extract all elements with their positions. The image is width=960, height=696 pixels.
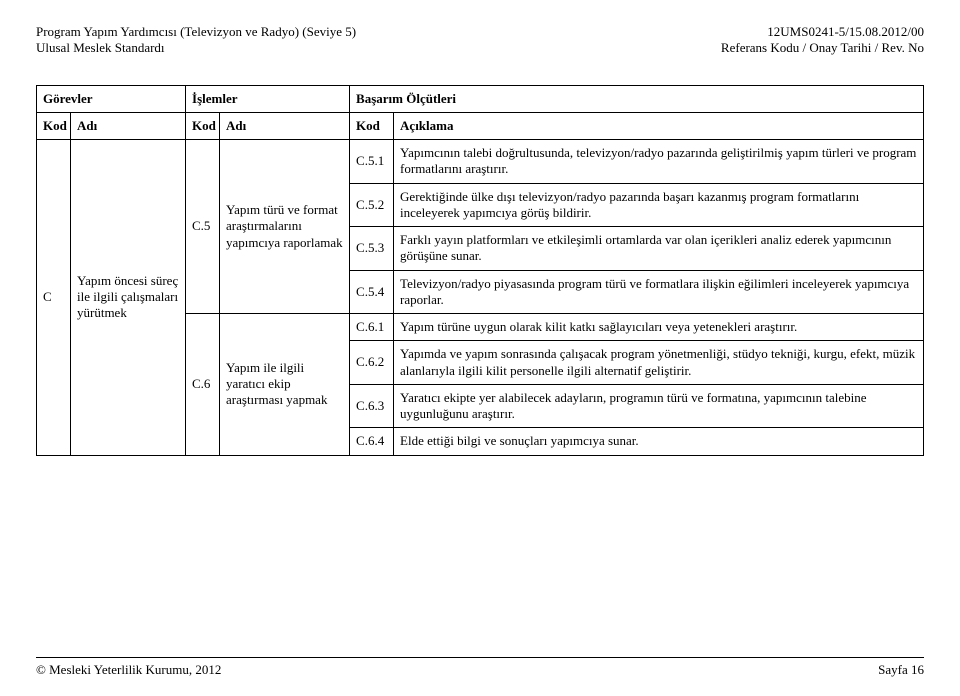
header-right-line1: 12UMS0241-5/15.08.2012/00 (721, 24, 924, 40)
crit-text: Gerektiğinde ülke dışı televizyon/radyo … (394, 183, 924, 227)
footer-right: Sayfa 16 (878, 662, 924, 678)
header-right: 12UMS0241-5/15.08.2012/00 Referans Kodu … (721, 24, 924, 57)
crit-text: Yapımda ve yapım sonrasında çalışacak pr… (394, 341, 924, 385)
col-aciklama: Açıklama (394, 112, 924, 139)
col-adi-1: Adı (71, 112, 186, 139)
header-left-line2: Ulusal Meslek Standardı (36, 40, 356, 56)
crit-text: Yaratıcı ekipte yer alabilecek adayların… (394, 384, 924, 428)
page: Program Yapım Yardımcısı (Televizyon ve … (0, 0, 960, 696)
col-group-gorevler: Görevler (37, 85, 186, 112)
crit-text: Yapımcının talebi doğrultusunda, televiz… (394, 140, 924, 184)
page-header: Program Yapım Yardımcısı (Televizyon ve … (36, 24, 924, 57)
op2-kod: C.6 (186, 314, 220, 456)
op1-adi: Yapım türü ve format araştırmalarını yap… (220, 140, 350, 314)
task-kod: C (37, 140, 71, 456)
task-adi: Yapım öncesi süreç ile ilgili çalışmalar… (71, 140, 186, 456)
crit-text: Yapım türüne uygun olarak kilit katkı sa… (394, 314, 924, 341)
crit-kod: C.5.2 (350, 183, 394, 227)
table-row: C Yapım öncesi süreç ile ilgili çalışmal… (37, 140, 924, 184)
col-group-islemler: İşlemler (186, 85, 350, 112)
crit-kod: C.5.1 (350, 140, 394, 184)
table-header-row-2: Kod Adı Kod Adı Kod Açıklama (37, 112, 924, 139)
footer-left: © Mesleki Yeterlilik Kurumu, 2012 (36, 662, 221, 678)
crit-kod: C.6.4 (350, 428, 394, 455)
crit-kod: C.5.3 (350, 227, 394, 271)
header-right-line2: Referans Kodu / Onay Tarihi / Rev. No (721, 40, 924, 56)
col-adi-2: Adı (220, 112, 350, 139)
crit-kod: C.6.3 (350, 384, 394, 428)
col-kod-1: Kod (37, 112, 71, 139)
col-kod-3: Kod (350, 112, 394, 139)
criteria-table: Görevler İşlemler Başarım Ölçütleri Kod … (36, 85, 924, 456)
op1-kod: C.5 (186, 140, 220, 314)
crit-text: Televizyon/radyo piyasasında program tür… (394, 270, 924, 314)
header-left-line1: Program Yapım Yardımcısı (Televizyon ve … (36, 24, 356, 40)
table-header-row-1: Görevler İşlemler Başarım Ölçütleri (37, 85, 924, 112)
header-left: Program Yapım Yardımcısı (Televizyon ve … (36, 24, 356, 57)
page-footer: © Mesleki Yeterlilik Kurumu, 2012 Sayfa … (36, 657, 924, 678)
crit-kod: C.6.1 (350, 314, 394, 341)
crit-kod: C.5.4 (350, 270, 394, 314)
crit-text: Elde ettiği bilgi ve sonuçları yapımcıya… (394, 428, 924, 455)
crit-kod: C.6.2 (350, 341, 394, 385)
op2-adi: Yapım ile ilgili yaratıcı ekip araştırma… (220, 314, 350, 456)
col-kod-2: Kod (186, 112, 220, 139)
col-group-basarim: Başarım Ölçütleri (350, 85, 924, 112)
crit-text: Farklı yayın platformları ve etkileşimli… (394, 227, 924, 271)
